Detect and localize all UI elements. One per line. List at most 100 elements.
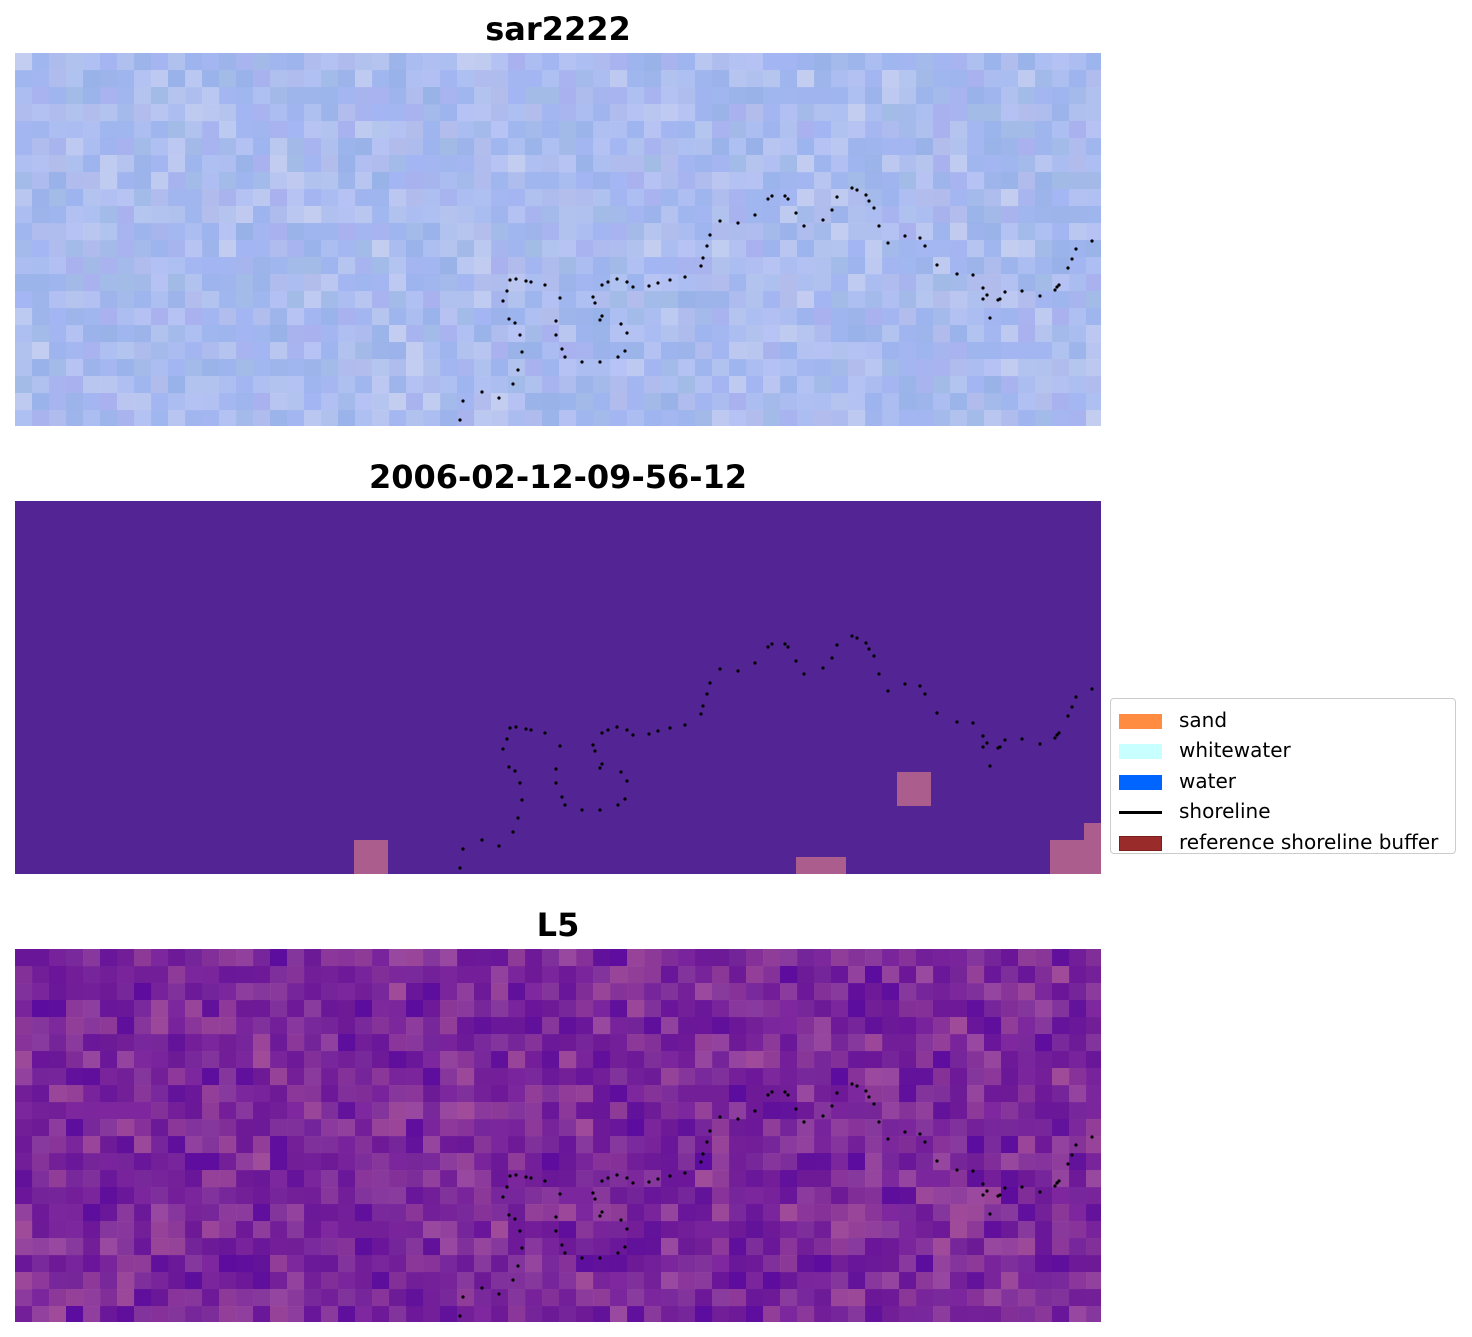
image-pixel [66, 376, 84, 394]
image-pixel [797, 1017, 815, 1035]
image-pixel [763, 257, 781, 275]
image-pixel [100, 1306, 118, 1322]
image-pixel [202, 1255, 220, 1273]
image-pixel [882, 393, 900, 411]
image-pixel [1052, 240, 1070, 258]
image-pixel [763, 206, 781, 224]
image-pixel [389, 949, 407, 967]
image-pixel [219, 189, 237, 207]
shoreline-point [708, 1129, 712, 1133]
shoreline-point [855, 636, 859, 640]
image-pixel [661, 1204, 679, 1222]
image-pixel [134, 342, 152, 360]
image-pixel [967, 1306, 985, 1322]
image-pixel [542, 1221, 560, 1239]
image-pixel [134, 1119, 152, 1137]
image-pixel [695, 308, 713, 326]
image-pixel [202, 1017, 220, 1035]
image-pixel [100, 325, 118, 343]
image-pixel [304, 1153, 322, 1171]
image-pixel [729, 104, 747, 122]
image-pixel [474, 1017, 492, 1035]
image-pixel [1035, 1153, 1053, 1171]
image-pixel [202, 1187, 220, 1205]
image-pixel [950, 189, 968, 207]
image-pixel [134, 240, 152, 258]
image-pixel [967, 1255, 985, 1273]
image-pixel [117, 1221, 135, 1239]
shoreline-point [864, 1089, 868, 1093]
image-pixel [950, 87, 968, 105]
image-pixel [967, 1187, 985, 1205]
image-pixel [389, 1170, 407, 1188]
image-pixel [185, 1119, 203, 1137]
image-pixel [287, 1153, 305, 1171]
image-pixel [321, 325, 339, 343]
image-pixel [950, 1204, 968, 1222]
image-pixel [304, 1119, 322, 1137]
image-pixel [865, 70, 883, 88]
image-pixel [1001, 70, 1019, 88]
image-background [15, 501, 1101, 874]
image-pixel [304, 1136, 322, 1154]
image-pixel [185, 308, 203, 326]
image-pixel [865, 1102, 883, 1120]
image-pixel [916, 291, 934, 309]
image-pixel [168, 1051, 186, 1069]
image-pixel [525, 1170, 543, 1188]
image-pixel [661, 1289, 679, 1307]
image-pixel [984, 966, 1002, 984]
image-pixel [899, 1289, 917, 1307]
image-pixel [967, 206, 985, 224]
image-pixel [83, 359, 101, 377]
image-pixel [202, 240, 220, 258]
image-pixel [134, 1170, 152, 1188]
image-pixel [219, 1204, 237, 1222]
image-pixel [168, 70, 186, 88]
image-pixel [899, 189, 917, 207]
image-pixel [151, 1085, 169, 1103]
shoreline-point [886, 1137, 890, 1141]
image-pixel [219, 1238, 237, 1256]
image-pixel [15, 1034, 33, 1052]
image-pixel [440, 1085, 458, 1103]
shoreline-point [668, 278, 672, 282]
image-pixel [457, 1187, 475, 1205]
image-pixel [15, 206, 33, 224]
image-pixel [729, 325, 747, 343]
image-pixel [848, 1238, 866, 1256]
image-pixel [355, 1085, 373, 1103]
image-pixel [525, 1289, 543, 1307]
image-pixel [66, 1034, 84, 1052]
image-pixel [236, 223, 254, 241]
image-pixel [576, 291, 594, 309]
image-pixel [882, 172, 900, 190]
image-pixel [168, 376, 186, 394]
shoreline-point [501, 1195, 505, 1199]
image-pixel [202, 206, 220, 224]
image-pixel [729, 1051, 747, 1069]
image-pixel [389, 1085, 407, 1103]
image-pixel [270, 223, 288, 241]
image-pixel [797, 291, 815, 309]
image-pixel [797, 223, 815, 241]
image-pixel [236, 87, 254, 105]
image-pixel [661, 1051, 679, 1069]
image-pixel [1018, 1085, 1036, 1103]
image-pixel [525, 1068, 543, 1086]
image-pixel [644, 1068, 662, 1086]
image-pixel [712, 1119, 730, 1137]
image-pixel [287, 1068, 305, 1086]
image-pixel [593, 342, 611, 360]
image-pixel [304, 1289, 322, 1307]
image-pixel [287, 983, 305, 1001]
image-pixel [797, 104, 815, 122]
shoreline-point [625, 280, 629, 284]
image-pixel [576, 206, 594, 224]
image-pixel [491, 138, 509, 156]
image-pixel [15, 393, 33, 411]
image-pixel [304, 1051, 322, 1069]
image-pixel [32, 291, 50, 309]
image-pixel [933, 240, 951, 258]
image-pixel [406, 949, 424, 967]
